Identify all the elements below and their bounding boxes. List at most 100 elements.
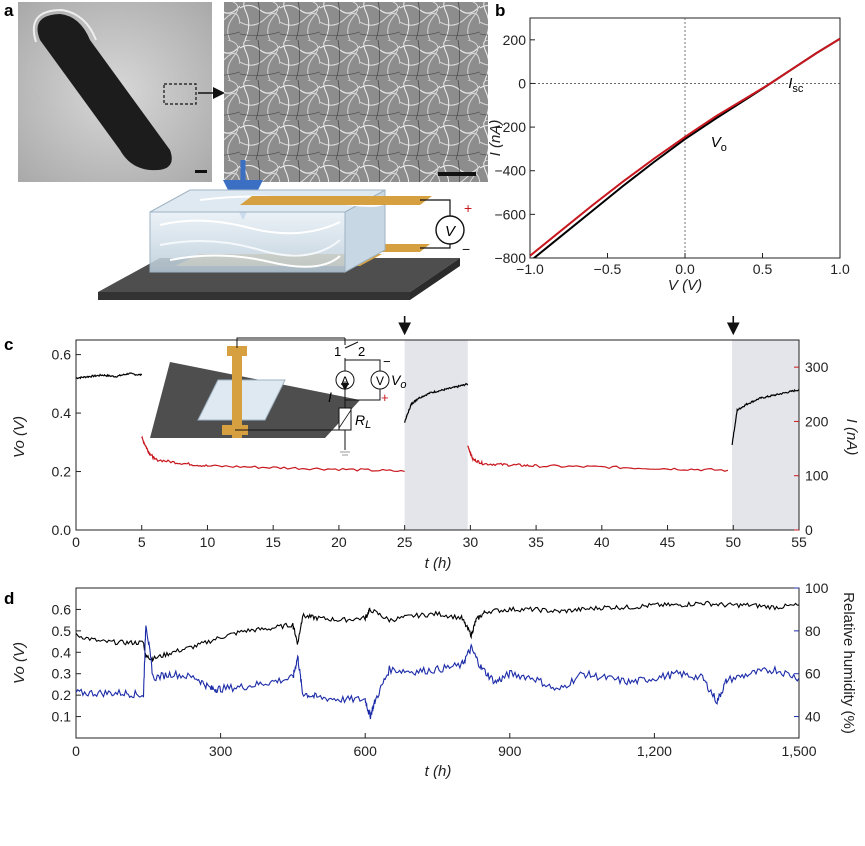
- plot-c-inset: 1 2 A I RL V − + Vo: [150, 337, 406, 456]
- y-left-tick-label: 0.4: [52, 644, 72, 660]
- plus-sign: +: [464, 200, 472, 216]
- panel-c: c 0 5 10 15 20 25 30 35 40 45 50 55 0.0 0.2 0.4 0.6 0 100…: [4, 316, 860, 572]
- scale-bar-1: [195, 170, 207, 173]
- y-left-tick-label: 0.1: [52, 709, 72, 725]
- x-tick-label: 900: [498, 743, 522, 759]
- y-right-tick-label: 100: [805, 468, 829, 484]
- plot-c-xlabel: t (h): [425, 555, 452, 572]
- y-right-tick-label: 60: [805, 666, 821, 682]
- plot-d-ylabel-left: Vo (V): [11, 642, 28, 684]
- iv-curve-1: [530, 37, 840, 257]
- x-tick-label: 15: [265, 534, 281, 550]
- switch-2-label: 2: [358, 344, 365, 359]
- shaded-region: [404, 340, 468, 530]
- plot-b-ylabel: I (nA): [487, 120, 504, 157]
- plot-d-ylabel-right: Relative humidity (%): [840, 592, 857, 734]
- y-left-tick-label: 0.2: [52, 687, 72, 703]
- minus-sign: −: [462, 241, 470, 257]
- panel-b: b −1.0 −0.5 0.0 0.5 1.02000−200−400−600−800 …: [487, 1, 850, 294]
- y-tick-label: −800: [494, 250, 526, 266]
- y-right-tick-label: 80: [805, 623, 821, 639]
- y-left-tick-label: 0.5: [52, 623, 72, 639]
- annotation-label: Vo: [711, 134, 727, 154]
- plot-b-ticks: −1.0 −0.5 0.0 0.5 1.0 200 0 −200 −400 −600 −800: [494, 32, 849, 277]
- inset-minus: −: [383, 354, 391, 369]
- voltmeter-icon: [435, 215, 465, 245]
- plot-b-annotations: Isc Vo: [711, 75, 804, 154]
- y-left-tick-label: 0.6: [52, 601, 72, 617]
- plot-frame-d: [75, 587, 800, 739]
- plot-c-ticks: 0 5 10 15 20 25 30 35 40 45 50 55 0.0 0.2 0.4 0.6 0 100 20…: [52, 347, 829, 550]
- x-tick-label: 25: [397, 534, 413, 550]
- x-tick-label: −0.5: [594, 261, 622, 277]
- plot-frame-c: [75, 339, 800, 531]
- series-left-0: [76, 372, 143, 380]
- inset-voltmeter-icon: [370, 370, 390, 390]
- inset-voltmeter-label: V: [376, 374, 384, 388]
- x-tick-label: −1.0: [516, 261, 544, 277]
- x-tick-label: 1,500: [781, 743, 816, 759]
- x-tick-label: 35: [528, 534, 544, 550]
- y-left-tick-label: 0.4: [52, 405, 72, 421]
- y-tick-label: 0: [518, 75, 526, 91]
- series-left-1: [404, 382, 469, 423]
- device-schematic: V + −: [98, 189, 472, 300]
- series-left-2: [731, 388, 799, 446]
- y-tick-label: 200: [503, 32, 527, 48]
- plot-c-ylabel-right: I (nA): [843, 419, 860, 456]
- shaded-region: [731, 340, 799, 530]
- y-left-tick-label: 0.6: [52, 347, 72, 363]
- x-tick-label: 30: [463, 534, 479, 550]
- x-tick-label: 1,200: [637, 743, 672, 759]
- panel-letter-a: a: [4, 1, 14, 20]
- plot-c-arrows: [398, 316, 740, 336]
- nanowire-image: [224, 2, 488, 182]
- y-right-tick-label: 40: [805, 709, 821, 725]
- switch-1-label: 1: [334, 344, 341, 359]
- plot-d-series: [76, 600, 799, 720]
- annotation-label: Isc: [788, 75, 804, 95]
- x-tick-label: 50: [725, 534, 741, 550]
- plot-b-series: [530, 37, 840, 258]
- resistor-label: RL: [355, 412, 371, 431]
- x-tick-label: 600: [354, 743, 378, 759]
- y-tick-label: −200: [494, 119, 526, 135]
- x-tick-label: 0.5: [753, 261, 773, 277]
- plot-c-shaded-regions: [404, 340, 799, 530]
- y-left-tick-label: 0.2: [52, 464, 72, 480]
- tem-image: [18, 2, 212, 182]
- x-tick-label: 0.0: [675, 261, 695, 277]
- panel-d: d 0 300 600 900 1,200 1,500 0.1 0.2 0.3 0.4 0.5 0.6…: [4, 580, 857, 780]
- panel-a: a: [4, 1, 488, 300]
- x-tick-label: 5: [138, 534, 146, 550]
- scale-bar-2: [438, 172, 476, 176]
- plot-d-ticks: 0 300 600 900 1,200 1,500 0.1 0.2 0.3 0.4 0.5 0.6 40…: [52, 580, 829, 759]
- inset-plus: +: [381, 390, 389, 405]
- y-right-tick-label: 200: [805, 413, 829, 429]
- x-tick-label: 1.0: [830, 261, 850, 277]
- y-left-tick-label: 0.3: [52, 666, 72, 682]
- x-tick-label: 20: [331, 534, 347, 550]
- x-tick-label: 55: [791, 534, 807, 550]
- panel-letter-c: c: [4, 335, 13, 354]
- x-tick-label: 0: [72, 534, 80, 550]
- plot-c-ylabel-left: Vo (V): [11, 416, 28, 458]
- plot-c-series: [76, 372, 799, 473]
- zoom-box: [163, 83, 197, 105]
- y-left-tick-label: 0.0: [52, 522, 72, 538]
- current-label: I: [328, 389, 332, 405]
- x-tick-label: 40: [594, 534, 610, 550]
- inset-vo-label: Vo: [391, 372, 406, 391]
- y-tick-label: −600: [494, 206, 526, 222]
- x-tick-label: 300: [209, 743, 233, 759]
- x-tick-label: 45: [660, 534, 676, 550]
- series-right-4: [467, 445, 729, 472]
- y-right-tick-label: 0: [805, 522, 813, 538]
- plot-b-xlabel: V (V): [668, 277, 702, 294]
- panel-letter-d: d: [4, 589, 14, 608]
- series-right-1: [76, 625, 799, 720]
- y-right-tick-label: 300: [805, 359, 829, 375]
- panel-letter-b: b: [495, 1, 505, 20]
